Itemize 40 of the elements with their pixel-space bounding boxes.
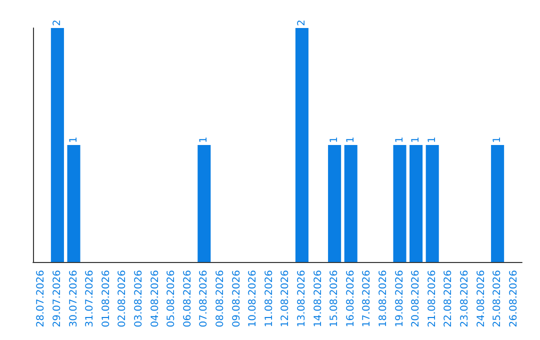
- x-tick-label: 26.08.2026: [508, 270, 520, 328]
- data-label: 1: [394, 136, 406, 143]
- x-tick-label: 06.08.2026: [182, 270, 194, 328]
- data-label: 2: [296, 20, 308, 26]
- x-tick-label: 12.08.2026: [280, 270, 292, 328]
- x-tick-label: 03.08.2026: [133, 270, 144, 328]
- x-tick-label: 16.08.2026: [345, 270, 356, 328]
- data-label: 1: [68, 136, 80, 143]
- x-tick-label: 29.07.2026: [52, 270, 63, 328]
- x-tick-label: 20.08.2026: [410, 270, 422, 328]
- data-label: 1: [329, 136, 340, 143]
- x-tick-label: 17.08.2026: [362, 270, 373, 328]
- data-label: 1: [410, 136, 422, 143]
- x-tick-label: 11.08.2026: [264, 270, 275, 328]
- x-tick-label: 01.08.2026: [100, 270, 112, 328]
- x-tick-label: 19.08.2026: [394, 270, 406, 328]
- x-tick-label: 07.08.2026: [198, 270, 210, 328]
- x-tick-label: 14.08.2026: [312, 270, 324, 328]
- x-tick-label: 30.07.2026: [68, 270, 80, 328]
- x-tick-label: 23.08.2026: [459, 270, 470, 328]
- x-tick-label: 31.07.2026: [84, 270, 96, 328]
- data-label: 1: [492, 136, 504, 143]
- x-tick-label: 25.08.2026: [492, 270, 504, 328]
- x-tick-label: 28.07.2026: [36, 270, 47, 328]
- x-tick-label: 05.08.2026: [166, 270, 178, 328]
- data-label: 1: [426, 136, 438, 143]
- x-tick-label: 04.08.2026: [150, 270, 161, 328]
- x-tick-label: 09.08.2026: [231, 270, 242, 328]
- data-label: 2: [52, 20, 63, 26]
- x-tick-label: 21.08.2026: [426, 270, 438, 328]
- x-tick-label: 15.08.2026: [329, 270, 340, 328]
- x-tick-label: 10.08.2026: [248, 270, 259, 328]
- x-tick-label: 24.08.2026: [476, 270, 487, 328]
- data-label: 1: [198, 136, 210, 143]
- x-tick-label: 18.08.2026: [378, 270, 389, 328]
- x-tick-label: 13.08.2026: [296, 270, 308, 328]
- x-tick-label: 22.08.2026: [443, 270, 454, 328]
- data-label: 1: [345, 136, 356, 143]
- x-tick-label: 08.08.2026: [214, 270, 226, 328]
- x-tick-label: 02.08.2026: [117, 270, 128, 328]
